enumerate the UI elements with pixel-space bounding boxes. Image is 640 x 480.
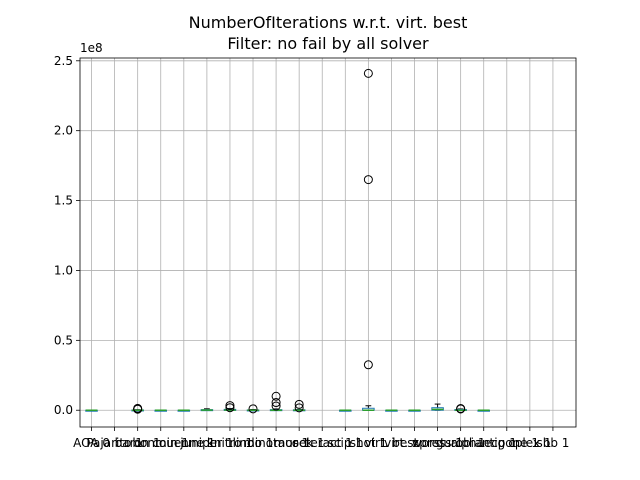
box-plot-3: [131, 403, 144, 414]
plot-frame: [79, 57, 577, 428]
outlier-point: [133, 403, 143, 413]
box-plot-12: [339, 409, 352, 412]
y-tick-label: 1.0: [54, 263, 73, 277]
outlier-point: [225, 403, 235, 413]
grid-layer: [80, 58, 576, 427]
x-tick-label: AOA 0: [73, 436, 110, 450]
y-axis-scale-label: 1e8: [80, 41, 103, 55]
box-plot-4: [154, 409, 168, 412]
x-tick-label: gurobi 1: [436, 436, 486, 450]
x-tick-label: scip 1: [328, 436, 363, 450]
x-tick-label: alphaecp 1: [451, 436, 517, 450]
y-tick-label: 2.0: [54, 124, 73, 138]
x-tick-label: cplex 1: [508, 436, 551, 450]
box-plot-5: [177, 409, 191, 412]
x-tick-label: knitro 1: [207, 436, 253, 450]
y-tick-label: 0.0: [54, 403, 73, 417]
outlier-point: [363, 175, 373, 185]
x-tick-label: baron 1: [115, 436, 161, 450]
chart-title-line-2: Filter: no fail by all solver: [227, 34, 429, 53]
box-plot-14: [385, 409, 398, 412]
box-plot-10: [292, 399, 306, 413]
box-plot-7: [223, 401, 237, 413]
x-tick-label: octeract 1: [292, 436, 353, 450]
y-tick-label: 0.5: [54, 333, 73, 347]
x-tick-label: Pajarito 1: [86, 436, 143, 450]
outlier-point: [456, 404, 466, 414]
outlier-point: [225, 401, 235, 411]
x-tick-label: bonmin 1: [132, 436, 189, 450]
outlier-point: [271, 398, 281, 408]
box-plot-8: [246, 404, 260, 414]
x-tick-label: lindo 1: [233, 436, 274, 450]
box-layer: [85, 68, 490, 414]
x-tick-label: juniper 1: [179, 436, 233, 450]
box-plot-9: [269, 391, 283, 412]
outlier-point: [271, 391, 281, 401]
x-tick-label: sbb 1: [536, 436, 569, 450]
y-tick-label: 2.5: [54, 54, 73, 68]
y-tick-label: 1.5: [54, 194, 73, 208]
chart-title-line-1: NumberOfIterations w.r.t. virt. best: [189, 13, 468, 32]
x-tick-label: antigone 1: [475, 436, 539, 450]
outlier-point: [271, 401, 281, 411]
outlier-point: [294, 399, 304, 409]
x-tick-label: virt. best: [365, 436, 419, 450]
box-plot-15: [408, 409, 421, 412]
x-tick-label: mosek 1: [274, 436, 325, 450]
x-tick-label: minotaur 1: [243, 436, 309, 450]
x-tick-label: couenne 1: [152, 436, 215, 450]
outlier-point: [363, 68, 373, 78]
outlier-point: [248, 404, 258, 414]
box-plot-17: [454, 404, 467, 414]
x-tick-label: shot 1: [350, 436, 387, 450]
x-tick-label: xpress 1: [412, 436, 463, 450]
outlier-point: [363, 360, 373, 370]
box-plot-1: [85, 409, 98, 412]
box-plot-6: [200, 408, 214, 412]
outlier-point: [294, 403, 304, 413]
box-plot-18: [477, 409, 490, 412]
box-plot-16: [431, 403, 444, 411]
box-plot-13: [362, 68, 375, 411]
x-tick-label: virt. worst: [384, 436, 445, 450]
